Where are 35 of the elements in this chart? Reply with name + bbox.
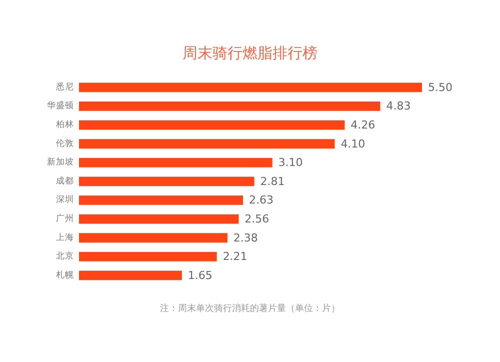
bar bbox=[79, 252, 217, 262]
data-label: 4.83 bbox=[386, 100, 411, 113]
y-tick-label: 悉尼 bbox=[55, 81, 74, 92]
y-tick-label: 华盛顿 bbox=[47, 100, 74, 112]
bar bbox=[79, 158, 272, 168]
y-tick-label: 北京 bbox=[56, 250, 74, 262]
y-tick-label: 成都 bbox=[56, 175, 74, 186]
y-tick-label: 柏林 bbox=[55, 119, 74, 130]
y-tick-label: 深圳 bbox=[56, 194, 74, 206]
y-tick-label: 新加坡 bbox=[47, 156, 74, 168]
y-tick-label: 广州 bbox=[56, 213, 74, 224]
data-label: 4.10 bbox=[340, 137, 366, 150]
bar bbox=[79, 233, 228, 242]
data-label: 5.50 bbox=[428, 80, 452, 94]
data-label: 2.63 bbox=[249, 194, 274, 207]
y-tick-label: 伦敦 bbox=[56, 138, 74, 149]
data-label: 4.26 bbox=[350, 118, 376, 132]
data-label: 2.21 bbox=[222, 250, 248, 264]
bar bbox=[79, 139, 335, 148]
y-tick-label: 札幌 bbox=[56, 269, 74, 280]
bar bbox=[79, 176, 254, 186]
bar bbox=[79, 102, 380, 111]
data-label: 2.38 bbox=[233, 231, 258, 244]
data-label: 2.56 bbox=[244, 212, 270, 226]
bar bbox=[79, 270, 182, 280]
bar bbox=[79, 82, 422, 92]
data-label: 1.65 bbox=[188, 268, 212, 282]
data-label: 3.10 bbox=[278, 156, 303, 170]
bar bbox=[79, 120, 345, 130]
bar bbox=[79, 214, 239, 224]
y-tick-label: 上海 bbox=[56, 232, 74, 243]
data-label: 2.81 bbox=[260, 174, 285, 188]
bar bbox=[79, 196, 244, 205]
text: 注：周末单次骑行消耗的薯片量（单位：片） bbox=[160, 303, 340, 314]
chart-title: 周末骑行燃脂排行榜 bbox=[182, 44, 318, 62]
